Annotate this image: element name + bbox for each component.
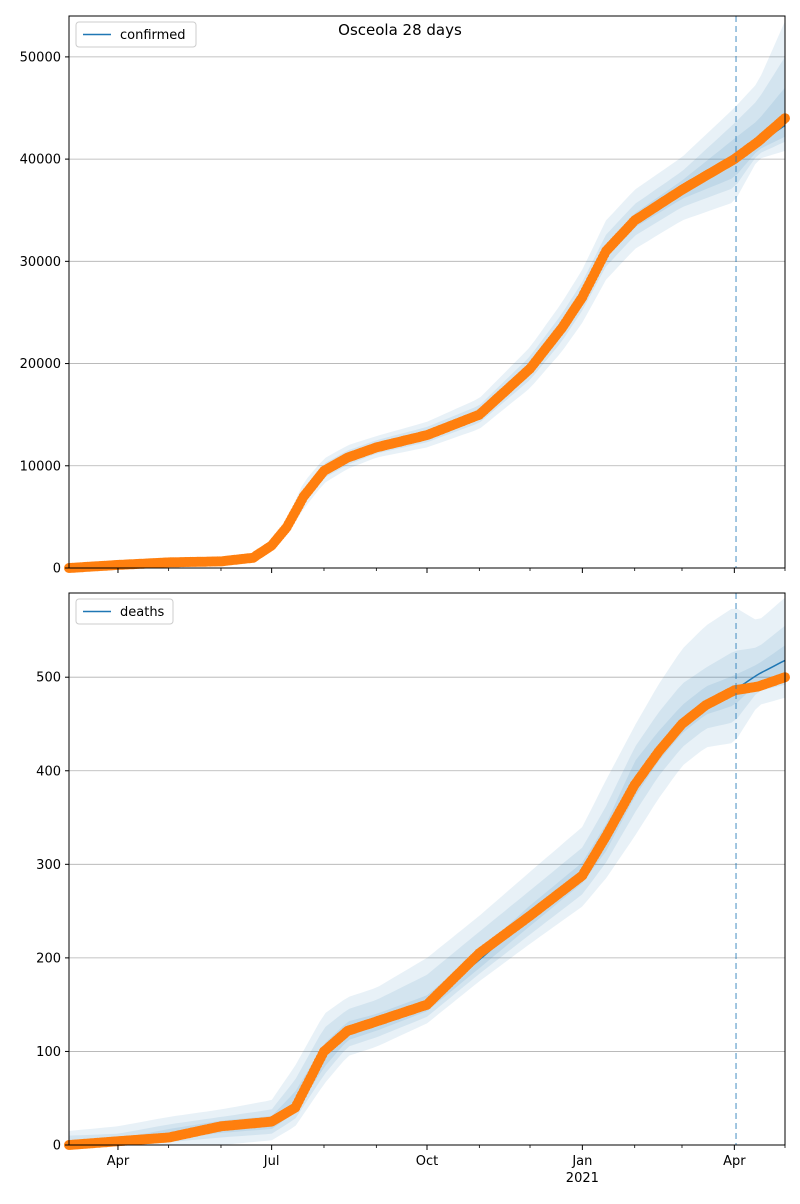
x-tick-label: Jul bbox=[263, 1154, 280, 1169]
uncertainty-band bbox=[69, 597, 785, 1145]
y-tick-label: 20000 bbox=[20, 357, 61, 372]
y-tick-label: 200 bbox=[36, 951, 61, 966]
legend-label: confirmed bbox=[120, 28, 186, 43]
legend-box bbox=[75, 21, 197, 48]
uncertainty-band bbox=[69, 87, 785, 568]
y-tick-label: 10000 bbox=[20, 459, 61, 474]
x-tick-label: Apr bbox=[723, 1154, 746, 1169]
y-tick-label: 40000 bbox=[20, 153, 61, 168]
y-tick-label: 500 bbox=[36, 671, 61, 686]
figure-title: Osceola 28 days bbox=[338, 21, 462, 39]
y-tick-label: 300 bbox=[36, 858, 61, 873]
y-tick-label: 0 bbox=[53, 1139, 61, 1154]
y-tick-label: 0 bbox=[53, 562, 61, 577]
y-tick-label: 50000 bbox=[20, 50, 61, 65]
x-tick-label: Jan bbox=[571, 1154, 592, 1169]
uncertainty-band bbox=[69, 625, 785, 1145]
y-tick-label: 30000 bbox=[20, 255, 61, 270]
uncertainty-band bbox=[69, 645, 785, 1145]
x-tick-label: Oct bbox=[416, 1154, 438, 1169]
uncertainty-band bbox=[69, 56, 785, 569]
axes-frame bbox=[68, 15, 786, 569]
x-tick-sublabel: 2021 bbox=[566, 1171, 599, 1186]
legend-box bbox=[75, 598, 174, 625]
y-tick-label: 400 bbox=[36, 764, 61, 779]
deaths-panel: 0 100 200 300 400 500 Apr Jul Oct Jan 2021 Apr death… bbox=[36, 592, 790, 1186]
legend: deaths bbox=[75, 598, 174, 625]
confirmed-panel: 0 10000 20000 30000 40000 50000 confirmed bbox=[20, 15, 790, 577]
y-tick-label: 100 bbox=[36, 1045, 61, 1060]
uncertainty-band bbox=[69, 21, 785, 569]
x-tick-label: Apr bbox=[107, 1154, 130, 1169]
legend: confirmed bbox=[75, 21, 197, 48]
legend-label: deaths bbox=[120, 605, 165, 620]
